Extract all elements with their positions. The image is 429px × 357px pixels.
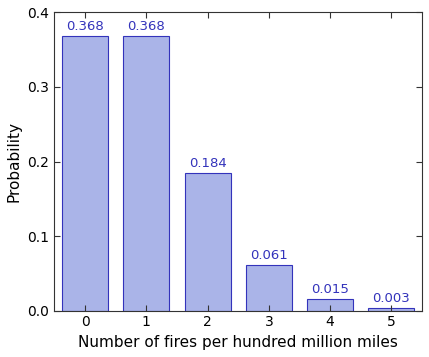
X-axis label: Number of fires per hundred million miles: Number of fires per hundred million mile… bbox=[78, 335, 398, 350]
Text: 0.368: 0.368 bbox=[127, 20, 165, 33]
Bar bbox=[123, 36, 169, 311]
Y-axis label: Probability: Probability bbox=[7, 121, 22, 202]
Bar bbox=[62, 36, 108, 311]
Text: 0.003: 0.003 bbox=[372, 292, 410, 306]
Text: 0.368: 0.368 bbox=[66, 20, 104, 33]
Text: 0.015: 0.015 bbox=[311, 283, 349, 296]
Text: 0.061: 0.061 bbox=[250, 249, 288, 262]
Bar bbox=[307, 300, 353, 311]
Bar bbox=[184, 174, 230, 311]
Bar bbox=[246, 265, 292, 311]
Text: 0.184: 0.184 bbox=[189, 157, 227, 171]
Bar bbox=[369, 308, 414, 311]
